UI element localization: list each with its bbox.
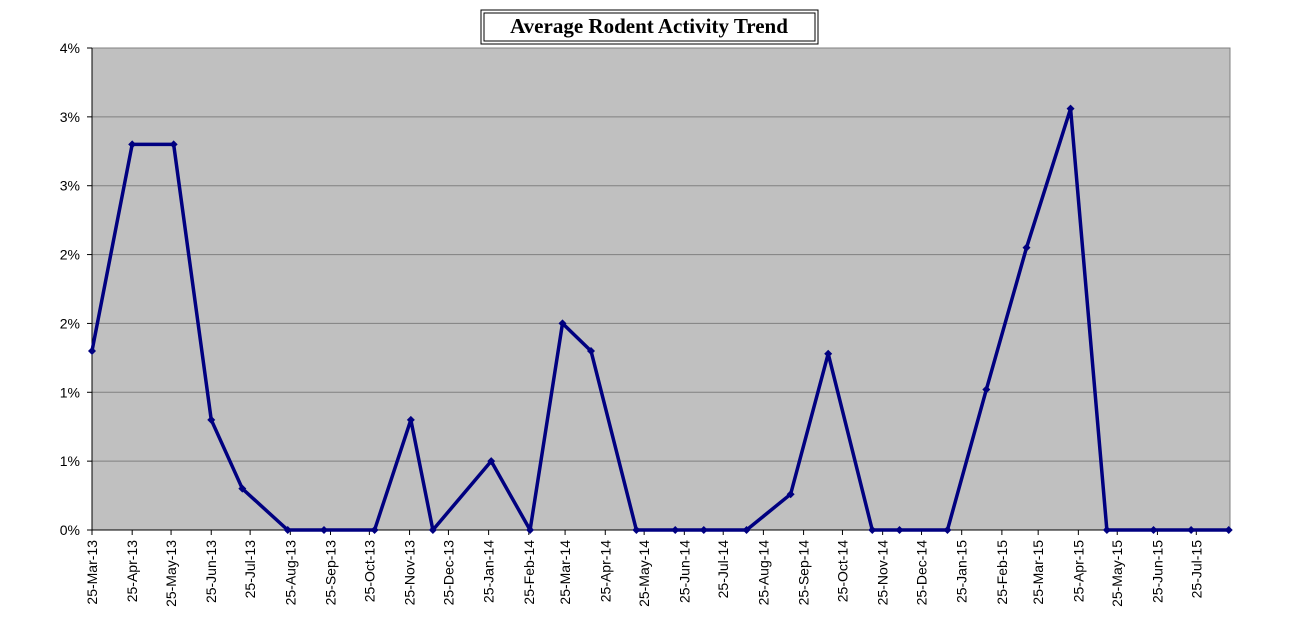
data-point: [671, 526, 680, 534]
data-point: [868, 526, 877, 534]
data-point: [1102, 526, 1111, 534]
x-tick-label: 25-Feb-15: [994, 540, 1010, 605]
data-point: [1224, 526, 1233, 534]
x-tick-label: 25-May-14: [636, 540, 652, 607]
x-tick-label: 25-Jun-15: [1149, 540, 1165, 603]
data-point: [207, 415, 216, 424]
x-tick-label: 25-Jul-13: [242, 540, 258, 599]
y-tick-label: 3%: [60, 178, 80, 194]
data-point: [895, 526, 904, 534]
x-tick-label: 25-May-15: [1109, 540, 1125, 607]
y-tick-label: 2%: [60, 315, 80, 331]
x-tick-label: 25-Jun-13: [203, 540, 219, 603]
data-point: [558, 319, 567, 328]
data-point: [786, 490, 795, 499]
data-point: [824, 349, 833, 358]
x-tick-label: 25-Apr-15: [1070, 540, 1086, 602]
title-box: [480, 9, 819, 45]
data-point: [283, 526, 292, 534]
data-point: [943, 526, 952, 534]
x-tick-label: 25-Aug-13: [282, 540, 298, 606]
chart-title: Average Rodent Activity Trend: [510, 14, 788, 38]
x-tick-label: 25-Nov-14: [875, 540, 891, 606]
x-tick-label: 25-Dec-13: [440, 540, 456, 606]
data-point: [742, 526, 751, 534]
y-tick-label: 1%: [60, 384, 80, 400]
y-tick-label: 0%: [60, 522, 80, 538]
x-tick-label: 25-Jan-14: [481, 540, 497, 603]
y-tick-label: 3%: [60, 109, 80, 125]
x-tick-label: 25-Feb-14: [521, 540, 537, 605]
x-tick-label: 25-Nov-13: [402, 540, 418, 606]
data-point: [320, 526, 329, 534]
data-point: [428, 526, 437, 534]
x-tick-label: 25-Mar-13: [84, 540, 100, 605]
x-tick-label: 25-Jan-15: [954, 540, 970, 603]
data-point: [1187, 526, 1196, 534]
x-tick-label: 25-Oct-13: [361, 540, 377, 602]
x-tick-label: 25-Apr-14: [597, 540, 613, 602]
x-tick-label: 25-Jul-15: [1188, 540, 1204, 599]
x-tick-label: 25-Apr-13: [124, 540, 140, 602]
data-point: [1066, 104, 1075, 113]
x-tick-label: 25-Aug-14: [755, 540, 771, 606]
data-point: [128, 140, 137, 149]
x-tick-label: 25-Mar-14: [557, 540, 573, 605]
x-tick-label: 25-Jun-14: [676, 540, 692, 603]
data-point: [1149, 526, 1158, 534]
data-point: [238, 484, 247, 493]
y-tick-label: 2%: [60, 247, 80, 263]
title-box-inner: [483, 12, 816, 42]
data-point: [699, 526, 708, 534]
data-point: [487, 457, 496, 466]
x-tick-label: 25-Mar-15: [1030, 540, 1046, 605]
data-point: [370, 526, 379, 534]
data-point: [982, 385, 991, 394]
y-tick-label: 4%: [60, 40, 80, 56]
data-point: [526, 526, 535, 534]
data-point: [406, 415, 415, 424]
x-tick-label: 25-Jul-14: [715, 540, 731, 599]
x-tick-label: 25-Sep-14: [796, 540, 812, 606]
x-tick-label: 25-May-13: [163, 540, 179, 607]
data-point: [169, 140, 178, 149]
data-point: [1022, 243, 1031, 252]
plot-area: [91, 47, 1231, 531]
y-tick-label: 1%: [60, 453, 80, 469]
x-tick-label: 25-Dec-14: [914, 540, 930, 606]
x-tick-label: 25-Oct-14: [834, 540, 850, 602]
data-point: [587, 346, 596, 355]
data-point: [632, 526, 641, 534]
data-line: [90, 106, 1229, 532]
x-tick-label: 25-Sep-13: [322, 540, 338, 606]
data-point: [88, 346, 96, 355]
